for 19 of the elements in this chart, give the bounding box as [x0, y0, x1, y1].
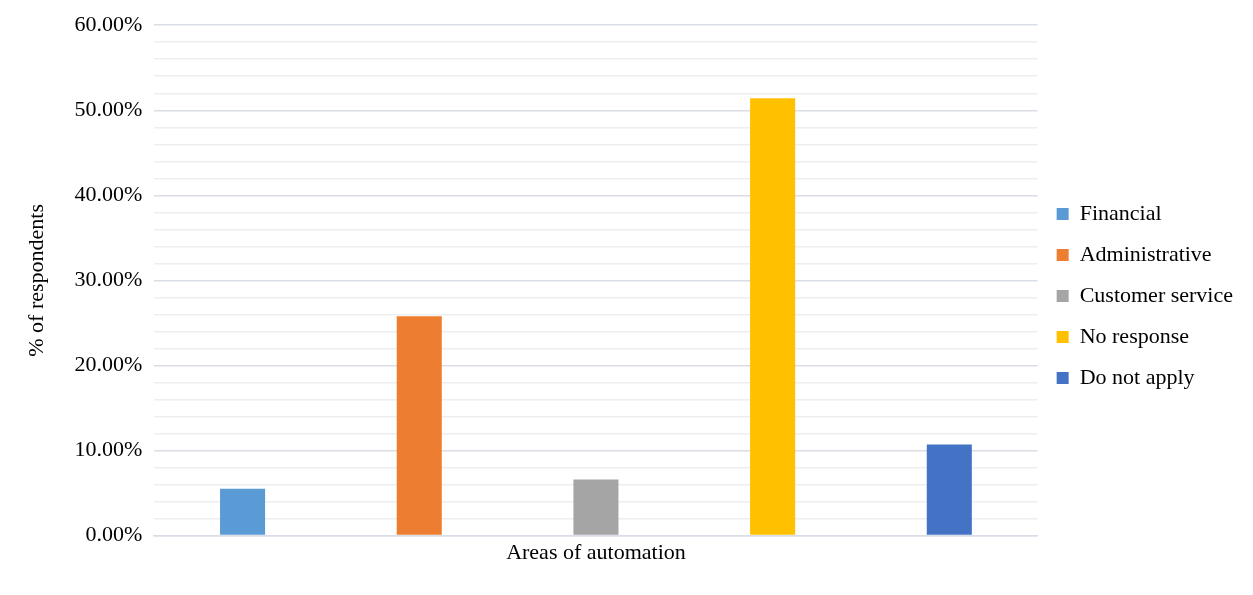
y-tick-label: 60.00%	[74, 10, 143, 36]
y-tick-label: 50.00%	[74, 96, 143, 122]
x-axis-title: Areas of automation	[506, 538, 686, 564]
y-tick-label: 20.00%	[74, 351, 143, 377]
legend-label: No response	[1079, 322, 1190, 348]
bar	[220, 488, 266, 535]
bar	[750, 98, 796, 535]
y-tick-label: 30.00%	[74, 266, 143, 292]
bar	[573, 479, 619, 535]
legend-label: Customer service	[1079, 281, 1234, 307]
y-tick-label: 10.00%	[74, 436, 143, 462]
y-axis-title: % of respondents	[22, 204, 48, 357]
legend-label: Financial	[1079, 199, 1162, 225]
y-tick-label: 40.00%	[74, 181, 143, 207]
y-tick-label: 0.00%	[85, 521, 143, 547]
legend-label: Do not apply	[1079, 363, 1195, 389]
legend-label: Administrative	[1079, 240, 1212, 266]
bar	[396, 316, 442, 535]
bar	[926, 444, 972, 535]
